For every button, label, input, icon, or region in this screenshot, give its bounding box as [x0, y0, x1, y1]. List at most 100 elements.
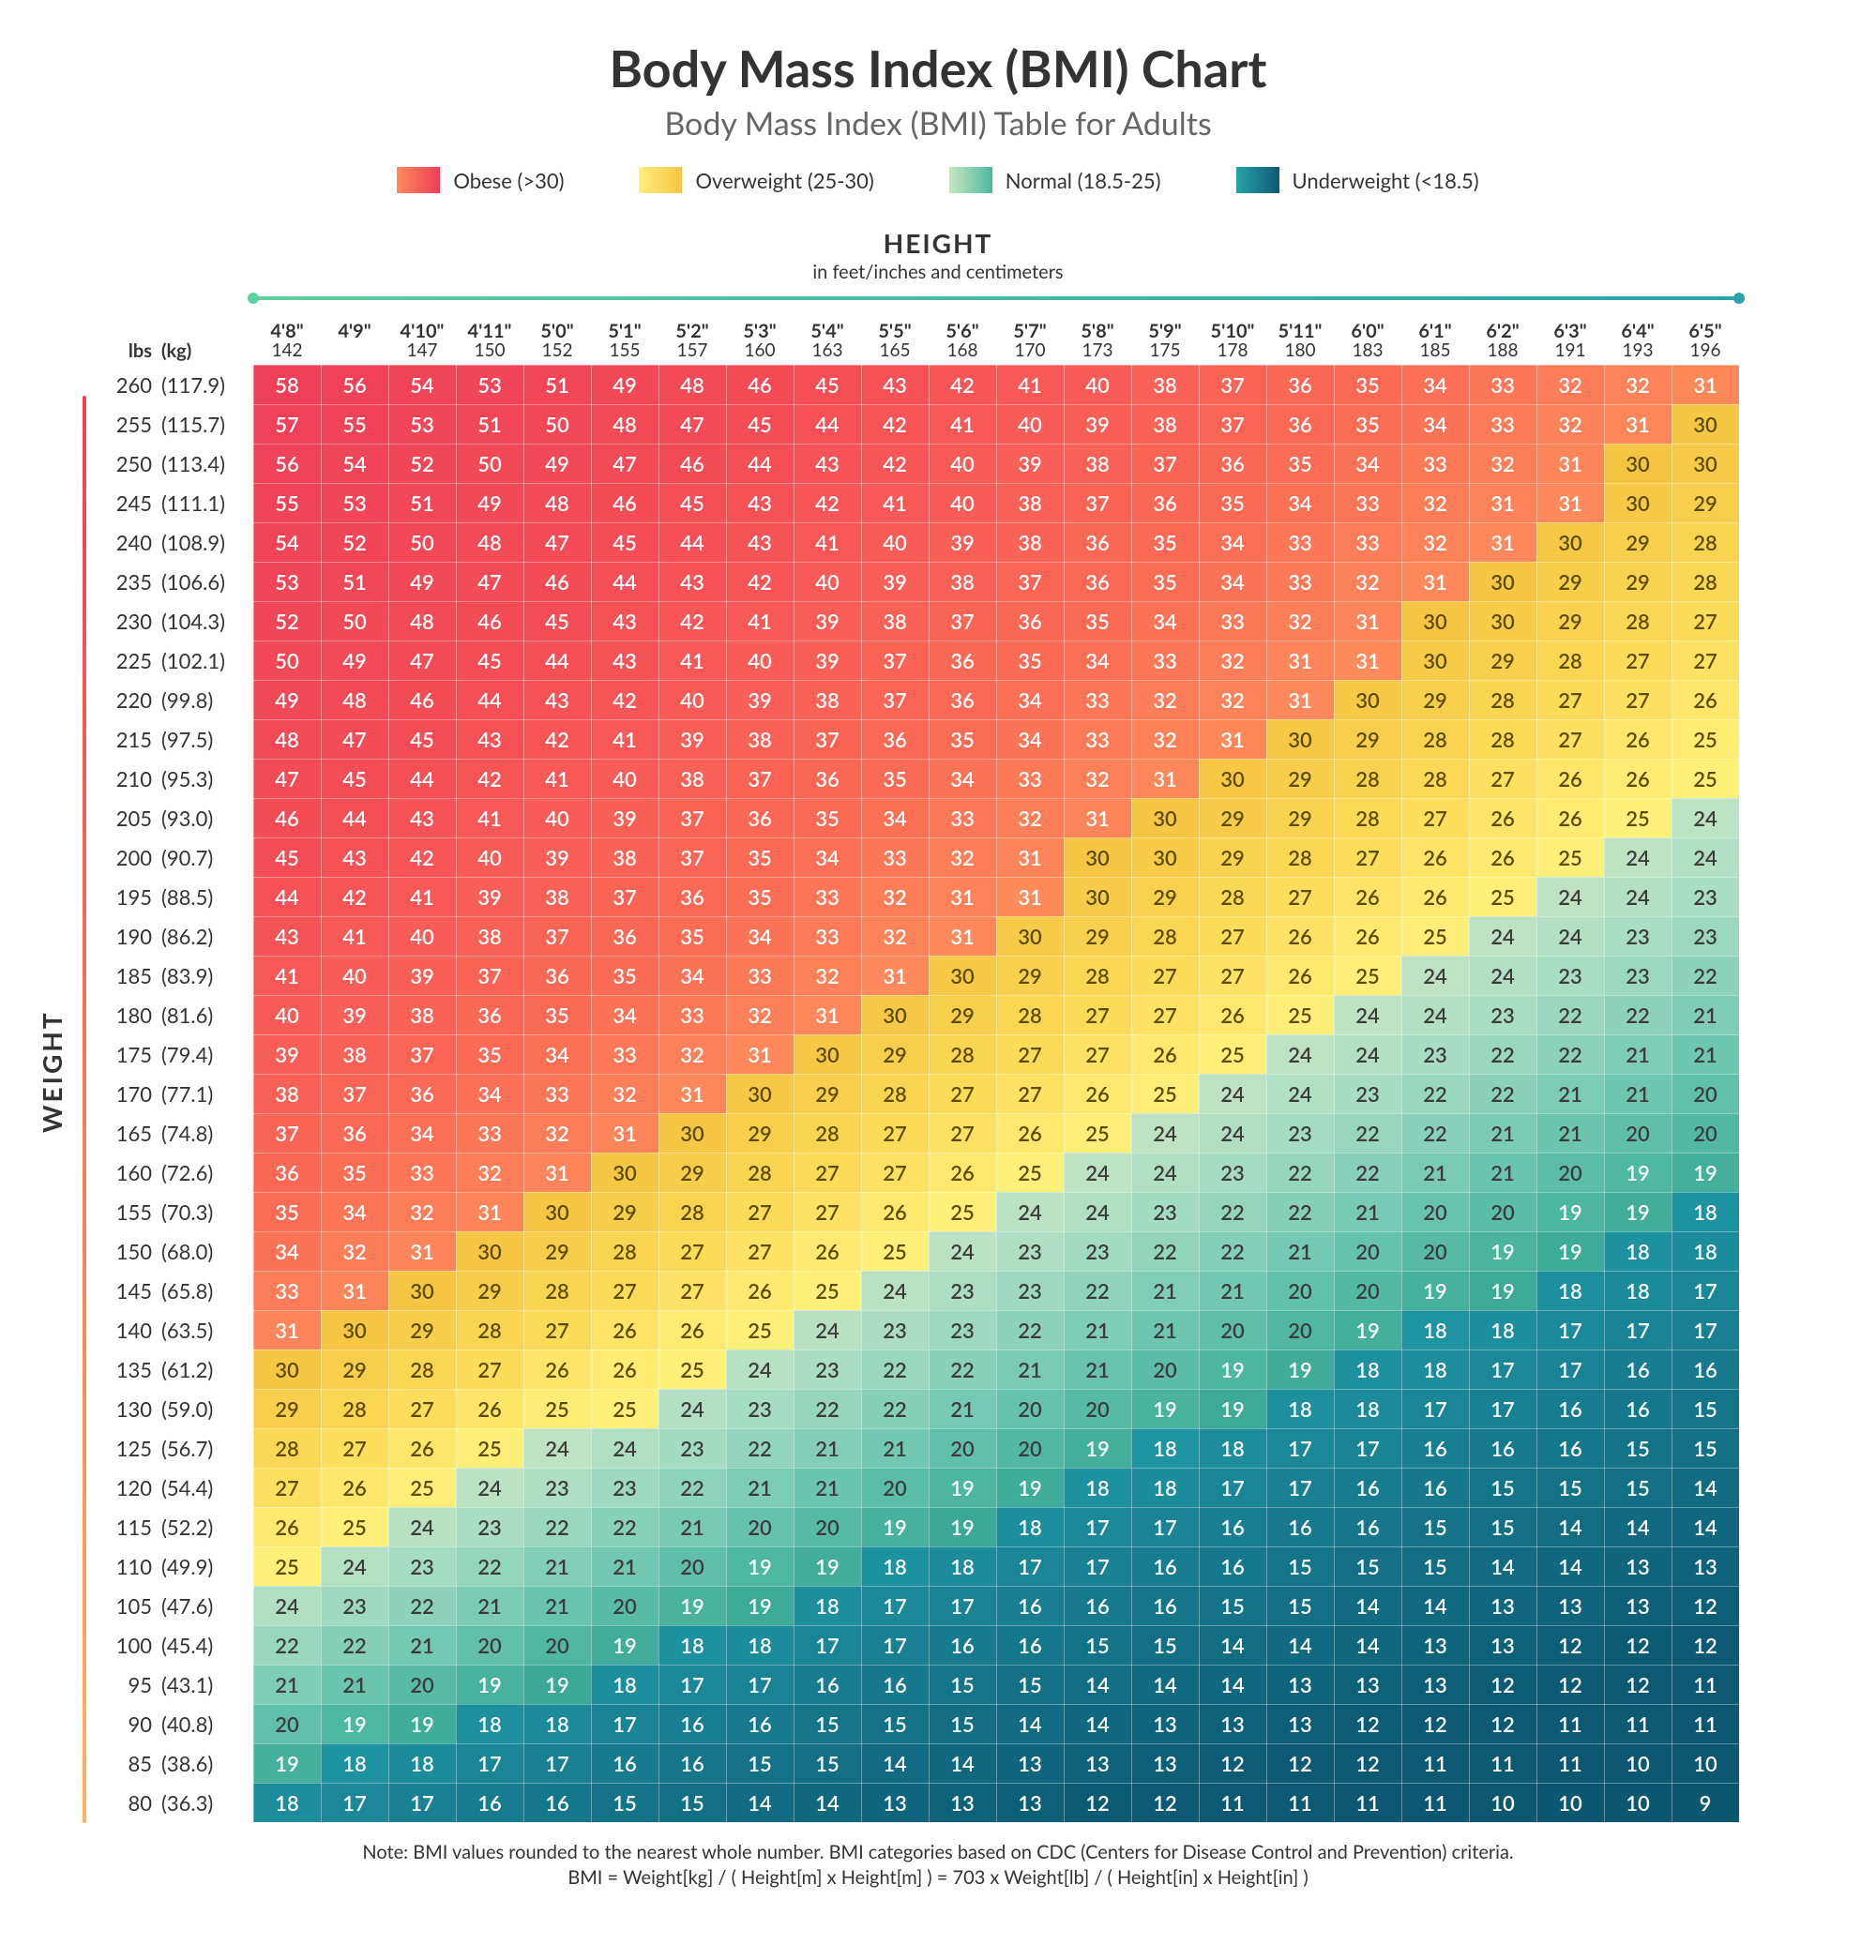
bmi-cell: 32 [1536, 404, 1604, 444]
bmi-cell: 47 [456, 562, 523, 601]
bmi-cell: 37 [929, 601, 996, 641]
weight-kg: (61.2) [159, 1349, 253, 1389]
weight-lbs: 150 [94, 1231, 159, 1271]
bmi-cell: 25 [929, 1192, 996, 1231]
table-row: 130(59.0)2928272625252423222221202019191… [94, 1389, 1739, 1428]
bmi-cell: 17 [1334, 1428, 1401, 1468]
bmi-cell: 16 [1199, 1507, 1266, 1546]
bmi-cell: 17 [523, 1743, 591, 1783]
bmi-cell: 25 [1064, 1113, 1131, 1153]
height-header: 6'0"183 [1334, 321, 1401, 365]
bmi-cell: 13 [1469, 1625, 1536, 1665]
bmi-cell: 11 [1266, 1783, 1334, 1822]
bmi-cell: 18 [1672, 1231, 1739, 1271]
bmi-cell: 35 [591, 956, 658, 995]
weight-kg: (88.5) [159, 877, 253, 916]
bmi-cell: 46 [726, 365, 794, 404]
weight-kg: (81.6) [159, 995, 253, 1034]
bmi-cell: 30 [591, 1153, 658, 1192]
bmi-cell: 32 [1266, 601, 1334, 641]
weight-lbs: 215 [94, 719, 159, 759]
bmi-cell: 18 [996, 1507, 1064, 1546]
bmi-cell: 33 [253, 1271, 321, 1310]
bmi-cell: 13 [1604, 1546, 1672, 1586]
weight-lbs: 210 [94, 759, 159, 798]
bmi-cell: 34 [591, 995, 658, 1034]
bmi-cell: 25 [794, 1271, 861, 1310]
bmi-cell: 34 [1266, 483, 1334, 522]
weight-lbs: 225 [94, 641, 159, 680]
bmi-cell: 44 [253, 877, 321, 916]
bmi-cell: 18 [1334, 1389, 1401, 1428]
weight-lbs: 175 [94, 1034, 159, 1074]
bmi-cell: 19 [1266, 1349, 1334, 1389]
bmi-cell: 26 [1199, 995, 1266, 1034]
height-header: 5'6"168 [929, 321, 996, 365]
bmi-cell: 38 [388, 995, 456, 1034]
height-header: 5'8"173 [1064, 321, 1131, 365]
bmi-cell: 40 [321, 956, 388, 995]
bmi-cell: 42 [321, 877, 388, 916]
bmi-cell: 23 [658, 1428, 726, 1468]
bmi-cell: 40 [253, 995, 321, 1034]
bmi-cell: 30 [1131, 837, 1199, 877]
table-row: 105(47.6)2423222121201919181717161616151… [94, 1586, 1739, 1625]
bmi-cell: 20 [658, 1546, 726, 1586]
weight-kg: (49.9) [159, 1546, 253, 1586]
bmi-cell: 18 [1266, 1389, 1334, 1428]
weight-lbs: 145 [94, 1271, 159, 1310]
bmi-cell: 17 [1266, 1468, 1334, 1507]
bmi-cell: 15 [1604, 1428, 1672, 1468]
bmi-cell: 28 [1266, 837, 1334, 877]
bmi-cell: 32 [1401, 522, 1469, 562]
bmi-cell: 22 [1199, 1192, 1266, 1231]
bmi-cell: 15 [1199, 1586, 1266, 1625]
bmi-cell: 21 [1131, 1271, 1199, 1310]
bmi-cell: 40 [929, 444, 996, 483]
weight-lbs: 80 [94, 1783, 159, 1822]
height-cm: 160 [726, 341, 794, 361]
bmi-cell: 40 [726, 641, 794, 680]
bmi-cell: 40 [591, 759, 658, 798]
bmi-cell: 24 [591, 1428, 658, 1468]
bmi-cell: 32 [1131, 719, 1199, 759]
height-cm: 150 [456, 341, 523, 361]
bmi-cell: 42 [658, 601, 726, 641]
bmi-cell: 33 [929, 798, 996, 837]
table-row: 190(86.2)4341403837363534333231302928272… [94, 916, 1739, 956]
height-cm: 165 [861, 341, 929, 361]
bmi-cell: 13 [1334, 1665, 1401, 1704]
bmi-cell: 35 [253, 1192, 321, 1231]
bmi-cell: 27 [1672, 641, 1739, 680]
bmi-cell: 25 [1604, 798, 1672, 837]
bmi-cell: 23 [929, 1310, 996, 1349]
bmi-cell: 23 [321, 1586, 388, 1625]
bmi-cell: 28 [1469, 719, 1536, 759]
bmi-cell: 29 [1604, 562, 1672, 601]
bmi-cell: 26 [388, 1428, 456, 1468]
bmi-cell: 11 [1536, 1743, 1604, 1783]
bmi-cell: 29 [658, 1153, 726, 1192]
weight-kg: (108.9) [159, 522, 253, 562]
height-header: 4'10"147 [388, 321, 456, 365]
bmi-cell: 27 [996, 1074, 1064, 1113]
bmi-cell: 26 [1536, 798, 1604, 837]
bmi-cell: 32 [523, 1113, 591, 1153]
bmi-cell: 48 [321, 680, 388, 719]
table-row: 195(88.5)4442413938373635333231313029282… [94, 877, 1739, 916]
bmi-cell: 43 [658, 562, 726, 601]
weight-lbs: 130 [94, 1389, 159, 1428]
bmi-cell: 28 [321, 1389, 388, 1428]
bmi-cell: 58 [253, 365, 321, 404]
weight-kg: (56.7) [159, 1428, 253, 1468]
bmi-cell: 39 [996, 444, 1064, 483]
bmi-cell: 22 [591, 1507, 658, 1546]
bmi-cell: 28 [726, 1153, 794, 1192]
bmi-cell: 50 [388, 522, 456, 562]
bmi-cell: 40 [929, 483, 996, 522]
bmi-cell: 17 [1604, 1310, 1672, 1349]
bmi-cell: 42 [861, 444, 929, 483]
bmi-cell: 28 [1536, 641, 1604, 680]
bmi-cell: 17 [1199, 1468, 1266, 1507]
bmi-cell: 31 [1131, 759, 1199, 798]
